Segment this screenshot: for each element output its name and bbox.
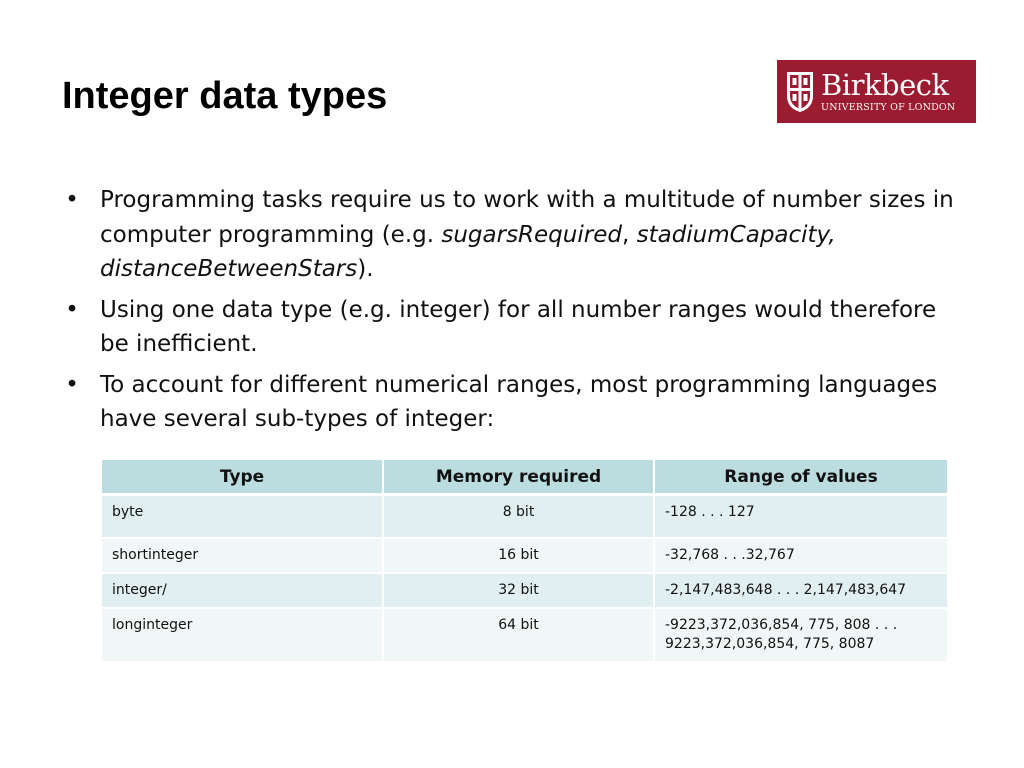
logo-name: Birkbeck [821,67,949,102]
bullet-item: • Using one data type (e.g. integer) for… [62,293,962,362]
bullet-text: Programming tasks require us to work wit… [100,187,954,248]
cell-range: -9223,372,036,854, 775, 808 . . . 9223,3… [654,608,949,663]
table-row: integer/ 32 bit -2,147,483,648 . . . 2,1… [102,573,949,609]
bullet-item: • To account for different numerical ran… [62,368,962,437]
cell-range: -2,147,483,648 . . . 2,147,483,647 [654,573,949,609]
cell-type: byte [102,494,384,539]
column-header-range: Range of values [654,460,949,496]
cell-type: integer/ [102,573,384,609]
bullet-list: • Programming tasks require us to work w… [62,183,962,443]
cell-memory: 16 bit [383,538,655,574]
column-header-type: Type [102,460,384,496]
bullet-icon: • [65,187,79,213]
slide-title: Integer data types [62,75,388,117]
table-header-row: Type Memory required Range of values [102,460,949,496]
cell-range: -128 . . . 127 [654,494,949,539]
cell-memory: 8 bit [383,494,655,539]
university-crest-icon [787,71,813,112]
table-row: shortinteger 16 bit -32,768 . . .32,767 [102,538,949,574]
column-header-memory: Memory required [383,460,655,496]
bullet-text: To account for different numerical range… [100,371,938,433]
cell-type: longinteger [102,608,384,663]
bullet-icon: • [65,296,79,323]
example-variable: sugarsRequired [441,221,622,248]
bullet-icon: • [65,371,79,398]
integer-types-table: Type Memory required Range of values byt… [102,460,949,663]
logo-text: Birkbeck UNIVERSITY OF LONDON [821,70,955,114]
bullet-item: • Programming tasks require us to work w… [62,183,962,287]
example-variable: stadiumCapacity, distanceBetweenStars [100,221,836,283]
cell-memory: 32 bit [383,573,655,609]
bullet-text: Using one data type (e.g. integer) for a… [100,296,937,358]
table-row: longinteger 64 bit -9223,372,036,854, 77… [102,608,949,663]
cell-range: -32,768 . . .32,767 [654,538,949,574]
bullet-end: ). [357,256,374,282]
cell-type: shortinteger [102,538,384,574]
logo-subtitle: UNIVERSITY OF LONDON [821,101,956,113]
birkbeck-logo: Birkbeck UNIVERSITY OF LONDON [777,60,976,123]
bullet-separator: , [621,221,637,248]
cell-memory: 64 bit [383,608,655,663]
table-row: byte 8 bit -128 . . . 127 [102,494,949,539]
